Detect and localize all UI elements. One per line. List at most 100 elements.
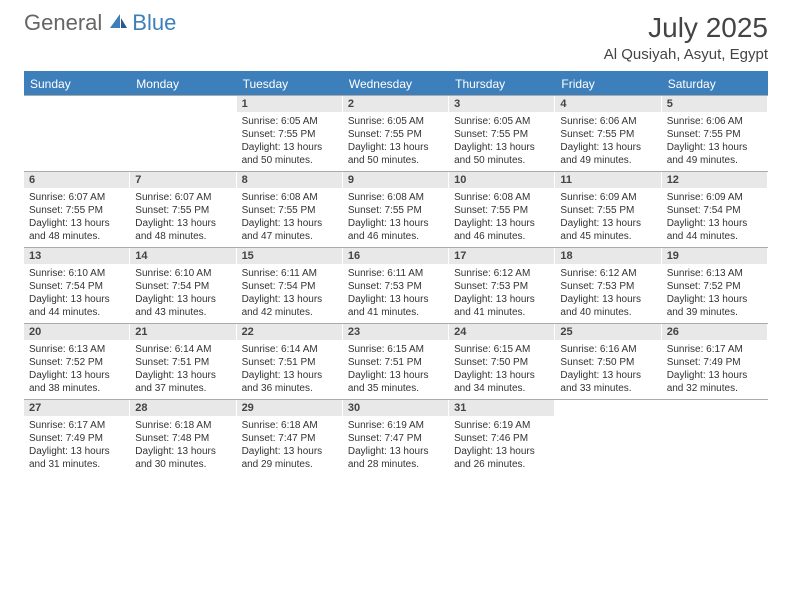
day-cell: 6Sunrise: 6:07 AMSunset: 7:55 PMDaylight… <box>24 172 130 247</box>
day-number: 20 <box>24 324 129 340</box>
day-number: 16 <box>343 248 448 264</box>
day-cell: 18Sunrise: 6:12 AMSunset: 7:53 PMDayligh… <box>555 248 661 323</box>
sunset: Sunset: 7:54 PM <box>135 280 230 293</box>
sunrise: Sunrise: 6:08 AM <box>242 191 337 204</box>
sunset: Sunset: 7:53 PM <box>560 280 655 293</box>
sunset: Sunset: 7:51 PM <box>135 356 230 369</box>
day-of-week-row: SundayMondayTuesdayWednesdayThursdayFrid… <box>24 73 768 95</box>
daylight-2: and 44 minutes. <box>667 230 762 243</box>
daylight-1: Daylight: 13 hours <box>454 217 549 230</box>
daylight-2: and 28 minutes. <box>348 458 443 471</box>
calendar: SundayMondayTuesdayWednesdayThursdayFrid… <box>24 71 768 475</box>
day-body: Sunrise: 6:08 AMSunset: 7:55 PMDaylight:… <box>237 188 342 243</box>
day-body: Sunrise: 6:07 AMSunset: 7:55 PMDaylight:… <box>130 188 235 243</box>
daylight-2: and 49 minutes. <box>667 154 762 167</box>
week-row: 27 Sunrise: 6:17 AMSunset: 7:49 PM Dayligh… <box>24 399 768 475</box>
sunrise: Sunrise: 6:18 AM <box>135 419 230 432</box>
sunset: Sunset: 7:54 PM <box>667 204 762 217</box>
day-body: Sunrise: 6:14 AMSunset: 7:51 PMDaylight:… <box>130 340 235 395</box>
day-number: 29 <box>237 400 342 416</box>
day-cell: 21Sunrise: 6:14 AMSunset: 7:51 PMDayligh… <box>130 324 236 399</box>
daylight-2: and 37 minutes. <box>135 382 230 395</box>
daylight-1: Daylight: 13 hours <box>348 445 443 458</box>
sunrise: Sunrise: 6:07 AM <box>29 191 124 204</box>
sunset: Sunset: 7:55 PM <box>454 204 549 217</box>
sunrise: Sunrise: 6:14 AM <box>242 343 337 356</box>
daylight-2: and 38 minutes. <box>29 382 124 395</box>
header: General Blue July 2025 Al Qusiyah, Asyut… <box>0 0 792 67</box>
day-cell <box>130 96 236 171</box>
day-cell: 17Sunrise: 6:12 AMSunset: 7:53 PMDayligh… <box>449 248 555 323</box>
day-number: 27 <box>24 400 129 416</box>
sunset: Sunset: 7:54 PM <box>242 280 337 293</box>
logo: General Blue <box>24 12 176 34</box>
logo-text-1: General <box>24 12 102 34</box>
daylight-1: Daylight: 13 hours <box>242 369 337 382</box>
day-cell: 4Sunrise: 6:06 AMSunset: 7:55 PMDaylight… <box>555 96 661 171</box>
sunset: Sunset: 7:50 PM <box>560 356 655 369</box>
day-body: Sunrise: 6:05 AMSunset: 7:55 PMDaylight:… <box>237 112 342 167</box>
day-cell: 15Sunrise: 6:11 AMSunset: 7:54 PMDayligh… <box>237 248 343 323</box>
sunrise: Sunrise: 6:14 AM <box>135 343 230 356</box>
sunrise: Sunrise: 6:06 AM <box>667 115 762 128</box>
sunset: Sunset: 7:49 PM <box>29 432 124 445</box>
day-cell: 22Sunrise: 6:14 AMSunset: 7:51 PMDayligh… <box>237 324 343 399</box>
sunset: Sunset: 7:55 PM <box>667 128 762 141</box>
day-body: Sunrise: 6:11 AMSunset: 7:54 PMDaylight:… <box>237 264 342 319</box>
daylight-2: and 47 minutes. <box>242 230 337 243</box>
day-number: 3 <box>449 96 554 112</box>
sunset: Sunset: 7:48 PM <box>135 432 230 445</box>
day-body: Sunrise: 6:19 AMSunset: 7:47 PMDaylight:… <box>343 416 448 471</box>
day-header: Tuesday <box>237 73 343 95</box>
day-cell: 29Sunrise: 6:18 AMSunset: 7:47 PMDayligh… <box>237 400 343 475</box>
day-body: Sunrise: 6:13 AMSunset: 7:52 PMDaylight:… <box>24 340 129 395</box>
daylight-1: Daylight: 13 hours <box>667 293 762 306</box>
daylight-1: Daylight: 13 hours <box>242 293 337 306</box>
sunset: Sunset: 7:54 PM <box>29 280 124 293</box>
sunrise: Sunrise: 6:15 AM <box>454 343 549 356</box>
day-header: Thursday <box>449 73 555 95</box>
month-title: July 2025 <box>604 12 768 44</box>
day-body: Sunrise: 6:06 AMSunset: 7:55 PMDaylight:… <box>662 112 767 167</box>
day-number: 2 <box>343 96 448 112</box>
day-number: 22 <box>237 324 342 340</box>
daylight-2: and 45 minutes. <box>560 230 655 243</box>
day-body: Sunrise: 6:09 AMSunset: 7:55 PMDaylight:… <box>555 188 660 243</box>
sunset: Sunset: 7:51 PM <box>242 356 337 369</box>
day-body: Sunrise: 6:08 AMSunset: 7:55 PMDaylight:… <box>449 188 554 243</box>
sunrise: Sunrise: 6:17 AM <box>29 419 124 432</box>
week-row: 6Sunrise: 6:07 AMSunset: 7:55 PMDaylight… <box>24 171 768 247</box>
daylight-1: Daylight: 13 hours <box>454 445 549 458</box>
sunset: Sunset: 7:55 PM <box>242 128 337 141</box>
sunset: Sunset: 7:55 PM <box>348 128 443 141</box>
week-row: 13Sunrise: 6:10 AMSunset: 7:54 PMDayligh… <box>24 247 768 323</box>
sunset: Sunset: 7:52 PM <box>29 356 124 369</box>
day-cell: 27Sunrise: 6:17 AMSunset: 7:49 PMDayligh… <box>24 400 130 475</box>
day-number: 19 <box>662 248 767 264</box>
day-cell: 30Sunrise: 6:19 AMSunset: 7:47 PMDayligh… <box>343 400 449 475</box>
daylight-2: and 33 minutes. <box>560 382 655 395</box>
day-cell: 13Sunrise: 6:10 AMSunset: 7:54 PMDayligh… <box>24 248 130 323</box>
sunset: Sunset: 7:53 PM <box>348 280 443 293</box>
day-cell: 5Sunrise: 6:06 AMSunset: 7:55 PMDaylight… <box>662 96 768 171</box>
daylight-1: Daylight: 13 hours <box>454 141 549 154</box>
day-cell: 12Sunrise: 6:09 AMSunset: 7:54 PMDayligh… <box>662 172 768 247</box>
day-number: 13 <box>24 248 129 264</box>
daylight-1: Daylight: 13 hours <box>29 369 124 382</box>
daylight-1: Daylight: 13 hours <box>135 369 230 382</box>
sunrise: Sunrise: 6:09 AM <box>667 191 762 204</box>
daylight-1: Daylight: 13 hours <box>348 217 443 230</box>
day-body: Sunrise: 6:10 AMSunset: 7:54 PMDaylight:… <box>24 264 129 319</box>
daylight-1: Daylight: 13 hours <box>667 141 762 154</box>
day-cell: 26Sunrise: 6:17 AMSunset: 7:49 PMDayligh… <box>662 324 768 399</box>
daylight-1: Daylight: 13 hours <box>667 369 762 382</box>
day-body: Sunrise: 6:12 AMSunset: 7:53 PMDaylight:… <box>449 264 554 319</box>
sunrise: Sunrise: 6:12 AM <box>560 267 655 280</box>
daylight-1: Daylight: 13 hours <box>242 217 337 230</box>
sunrise: Sunrise: 6:11 AM <box>348 267 443 280</box>
day-body: Sunrise: 6:14 AMSunset: 7:51 PMDaylight:… <box>237 340 342 395</box>
daylight-1: Daylight: 13 hours <box>135 293 230 306</box>
daylight-2: and 46 minutes. <box>348 230 443 243</box>
daylight-2: and 36 minutes. <box>242 382 337 395</box>
day-body: Sunrise: 6:07 AMSunset: 7:55 PMDaylight:… <box>24 188 129 243</box>
